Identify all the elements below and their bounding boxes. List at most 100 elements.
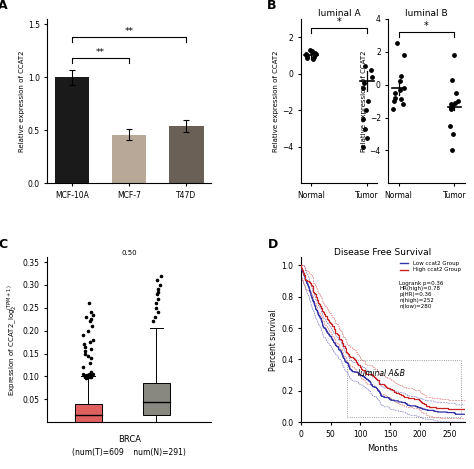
Point [86,371,93,379]
Bar [169,126,203,183]
Text: C: C [0,238,8,250]
Text: (num(T)=609    num(N)=291): (num(T)=609 num(N)=291) [72,448,186,457]
Point [81,348,89,355]
Point [310,53,318,61]
Point [360,84,367,92]
Point [447,122,454,129]
Y-axis label: Expression of CCAT2_log$_2^{(TPM+1)}$: Expression of CCAT2_log$_2^{(TPM+1)}$ [6,284,20,395]
Point [88,368,95,376]
Point [82,350,89,357]
Point [454,98,462,105]
Point [80,371,88,378]
Point [89,371,96,378]
Bar [143,383,170,415]
Point [306,46,313,53]
Title: luminal B: luminal B [405,9,448,18]
Point [88,373,95,381]
Title: Disease Free Survival: Disease Free Survival [334,248,431,257]
Bar [55,77,89,183]
Text: **: ** [125,27,134,36]
Point [89,311,97,318]
Point [309,47,316,54]
X-axis label: Months: Months [367,444,398,454]
Point [360,79,367,87]
Point [90,336,97,343]
Point [302,51,310,58]
Point [399,101,407,108]
Point [151,313,159,321]
Point [84,352,92,360]
Point [448,102,456,110]
Point [448,76,456,83]
Text: *: * [424,21,429,31]
Point [390,106,397,113]
Point [359,143,367,151]
Point [393,40,401,47]
Y-axis label: Relative expression of CCAT2: Relative expression of CCAT2 [361,50,367,152]
Point [447,106,455,113]
Text: **: ** [96,48,105,57]
Point [397,73,405,80]
Point [87,338,94,346]
Y-axis label: Percent survival: Percent survival [269,309,278,371]
Point [88,373,95,380]
Point [396,86,403,93]
Point [368,74,376,81]
Text: B: B [267,0,276,12]
Point [391,89,399,97]
Point [390,98,398,105]
Point [86,359,93,366]
Point [447,101,455,108]
Point [391,94,399,101]
Point [362,106,370,114]
Point [79,332,87,339]
Point [85,370,93,378]
Point [157,272,164,280]
Bar [112,135,146,183]
Text: A: A [0,0,8,12]
Point [86,372,94,380]
Point [88,322,95,330]
Point [80,371,87,378]
Point [367,66,374,74]
Point [153,290,160,298]
Point [79,363,87,371]
Point [154,286,161,293]
Point [80,340,88,348]
Point [302,52,310,59]
Point [87,309,94,316]
Point [84,372,91,380]
Point [86,318,93,325]
Point [82,373,90,381]
Title: luminal A: luminal A [318,9,360,18]
Point [361,62,368,70]
Point [81,373,88,381]
Point [447,104,455,112]
Point [82,373,89,380]
Point [396,77,403,85]
Text: BRCA: BRCA [118,435,141,444]
Point [397,96,405,103]
Point [360,116,367,123]
Point [303,53,311,60]
Point [155,288,162,295]
Point [82,371,90,378]
Point [89,371,96,378]
Point [85,299,92,307]
Point [82,374,90,382]
Point [452,89,459,97]
Y-axis label: Relative expression of CCAT2: Relative expression of CCAT2 [19,50,25,152]
Point [311,49,319,56]
Point [86,373,93,380]
Point [449,130,456,138]
Point [87,316,94,323]
Point [303,54,311,62]
Point [154,295,162,303]
Point [87,354,95,362]
Point [312,50,320,57]
Point [87,345,95,353]
Point [82,373,90,381]
Point [149,318,156,325]
Point [82,374,90,381]
Point [364,134,371,142]
